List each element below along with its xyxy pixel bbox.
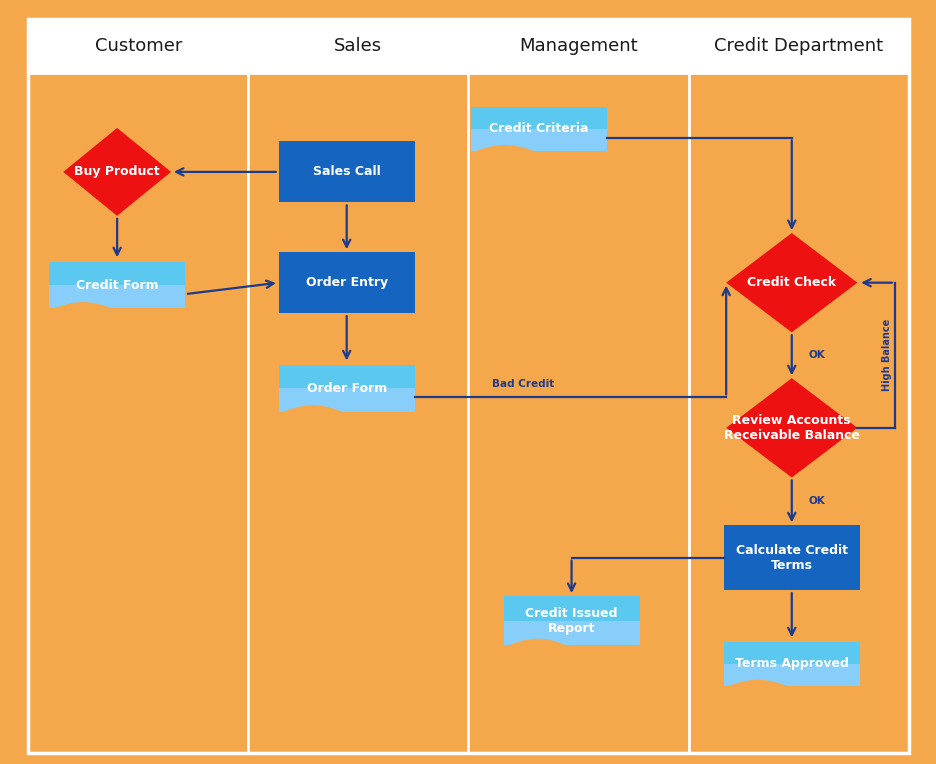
Text: Calculate Credit
Terms: Calculate Credit Terms: [735, 544, 847, 571]
FancyBboxPatch shape: [723, 642, 858, 664]
FancyBboxPatch shape: [470, 107, 606, 129]
Text: Management: Management: [519, 37, 637, 55]
Text: Sales Call: Sales Call: [313, 165, 380, 179]
Polygon shape: [50, 302, 184, 335]
Text: Review Accounts
Receivable Balance: Review Accounts Receivable Balance: [723, 414, 859, 442]
Polygon shape: [64, 128, 170, 215]
FancyBboxPatch shape: [278, 365, 414, 388]
FancyBboxPatch shape: [723, 526, 858, 590]
Text: Credit Issued
Report: Credit Issued Report: [525, 607, 617, 635]
Text: OK: OK: [808, 497, 825, 507]
Text: Sales: Sales: [334, 37, 382, 55]
Polygon shape: [504, 639, 638, 672]
FancyBboxPatch shape: [50, 285, 184, 309]
Polygon shape: [723, 680, 858, 711]
FancyBboxPatch shape: [28, 19, 908, 753]
FancyBboxPatch shape: [504, 596, 638, 620]
Polygon shape: [278, 405, 414, 437]
Text: Order Entry: Order Entry: [305, 276, 388, 290]
FancyBboxPatch shape: [28, 19, 908, 73]
Text: Customer: Customer: [95, 37, 182, 55]
Polygon shape: [725, 233, 856, 332]
Text: Credit Form: Credit Form: [76, 279, 158, 292]
Text: OK: OK: [808, 350, 825, 361]
FancyBboxPatch shape: [470, 129, 606, 151]
FancyBboxPatch shape: [504, 620, 638, 646]
Text: Bad Credit: Bad Credit: [492, 378, 554, 389]
Text: Credit Check: Credit Check: [746, 276, 836, 290]
FancyBboxPatch shape: [723, 664, 858, 686]
Text: Terms Approved: Terms Approved: [734, 657, 848, 670]
Text: Credit Department: Credit Department: [713, 37, 883, 55]
FancyBboxPatch shape: [278, 252, 414, 313]
Text: Order Form: Order Form: [306, 382, 387, 395]
Text: High Balance: High Balance: [882, 319, 891, 391]
Text: Buy Product: Buy Product: [74, 165, 160, 179]
Polygon shape: [470, 145, 606, 176]
FancyBboxPatch shape: [278, 388, 414, 412]
Text: Credit Criteria: Credit Criteria: [489, 122, 588, 135]
Polygon shape: [725, 378, 856, 478]
FancyBboxPatch shape: [50, 261, 184, 285]
FancyBboxPatch shape: [278, 141, 414, 202]
